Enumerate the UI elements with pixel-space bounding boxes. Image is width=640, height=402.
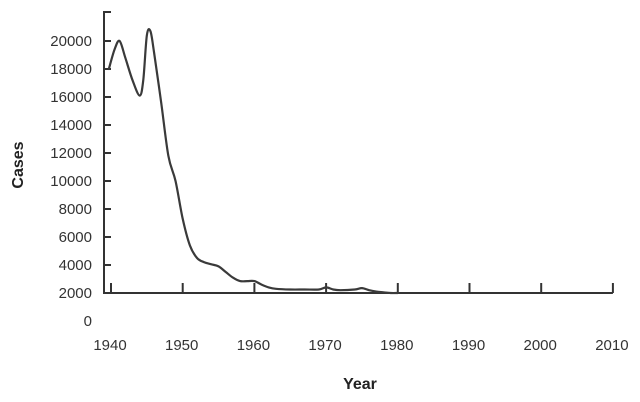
- x-tick-label: 2000: [524, 337, 557, 354]
- x-tick-label: 1980: [380, 337, 413, 354]
- y-tick-label: 14000: [50, 117, 92, 134]
- y-tick-label: 4000: [59, 257, 92, 274]
- x-tick-label: 1990: [452, 337, 485, 354]
- y-tick-label: 6000: [59, 229, 92, 246]
- x-axis-title: Year: [343, 376, 377, 393]
- axis-lines: [103, 11, 613, 294]
- x-tick-label: 1970: [308, 337, 341, 354]
- x-tick-label: 2010: [595, 337, 628, 354]
- x-tick-label: 1950: [165, 337, 198, 354]
- y-tick-label: 2000: [59, 285, 92, 302]
- y-tick-label: 10000: [50, 173, 92, 190]
- y-tick-label: 12000: [50, 145, 92, 162]
- y-tick-label: 16000: [50, 89, 92, 106]
- x-axis: 1940 1950 1960 1970 1980 1990 2000 2010: [93, 283, 629, 354]
- cases-line: [107, 28, 399, 295]
- x-tick-label: 1960: [237, 337, 270, 354]
- y-tick-label: 0: [84, 313, 92, 330]
- y-tick-label: 8000: [59, 201, 92, 218]
- y-tick-label: 20000: [50, 33, 92, 50]
- y-axis: 0 2000 4000 6000 8000 10000 12000 14000 16000 180…: [50, 11, 613, 330]
- series-group: [107, 28, 399, 295]
- y-axis-title: Cases: [10, 141, 27, 188]
- x-tick-label: 1940: [93, 337, 126, 354]
- y-tick-label: 18000: [50, 61, 92, 78]
